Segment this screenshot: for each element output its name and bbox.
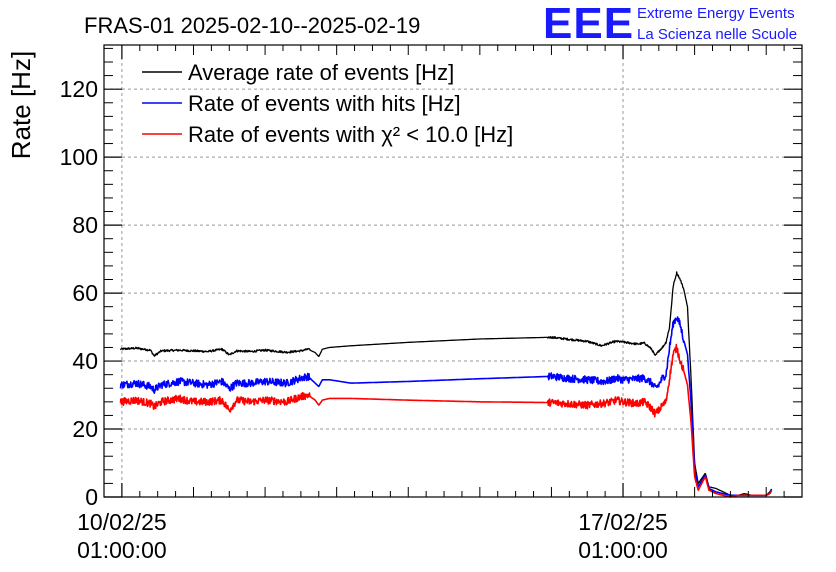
data-series [119,271,773,498]
eee-logo: EEE Extreme Energy Events La Scienza nel… [543,0,797,48]
y-tick-label: 120 [60,76,98,102]
legend-label-chi2: Rate of events with χ² < 10.0 [Hz] [188,122,513,147]
plot-frame [103,44,803,498]
x-tick-label-date: 10/02/25 [77,509,167,535]
eee-logo-line2: La Scienza nelle Scuole [637,26,797,43]
y-tick-label: 20 [72,416,98,442]
series-line-average [119,271,773,496]
legend-entry-average: Average rate of events [Hz] [142,60,454,85]
legend-entry-chi2: Rate of events with χ² < 10.0 [Hz] [142,122,513,147]
y-axis-title: Rate [Hz] [6,51,36,159]
axis-ticks [103,45,803,498]
legend-entry-hits: Rate of events with hits [Hz] [142,91,461,116]
tick-labels: 02040608010012010/02/2501:00:0017/02/250… [60,76,668,563]
x-tick-label-date: 17/02/25 [578,509,668,535]
eee-logo-letters: EEE [543,0,634,48]
y-tick-label: 80 [72,212,98,238]
legend-label-hits: Rate of events with hits [Hz] [188,91,461,116]
y-tick-label: 100 [60,144,98,170]
series-line-chi2 [119,343,773,498]
x-tick-label-time: 01:00:00 [77,537,167,563]
legend: Average rate of events [Hz] Rate of even… [142,60,513,147]
x-tick-label-time: 01:00:00 [578,537,668,563]
chart-title: FRAS-01 2025-02-10--2025-02-19 [84,13,420,38]
eee-logo-line1: Extreme Energy Events [637,5,795,22]
grid-lines [104,45,802,497]
y-tick-label: 60 [72,280,98,306]
y-tick-label: 0 [85,484,98,510]
series-line-hits [119,316,773,497]
y-tick-label: 40 [72,348,98,374]
legend-label-average: Average rate of events [Hz] [188,60,454,85]
